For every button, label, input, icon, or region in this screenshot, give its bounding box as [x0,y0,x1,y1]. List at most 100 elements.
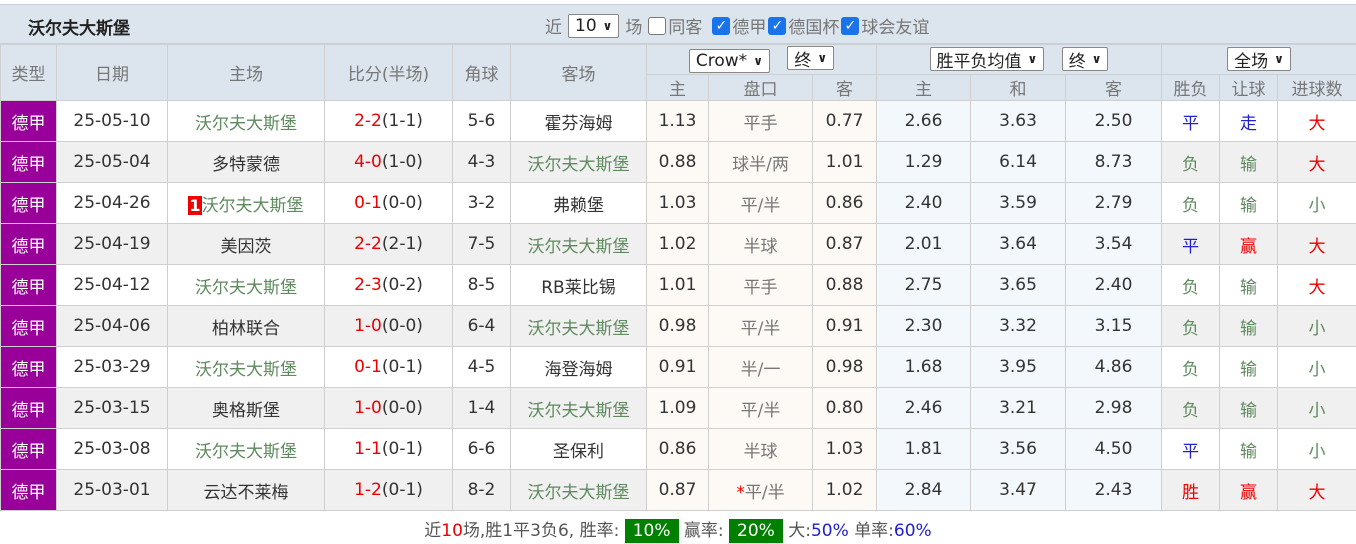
away-team-cell[interactable]: 霍芬海姆 [510,100,647,142]
result-wl: 负 [1161,182,1220,224]
comp-label: 德甲 [732,18,767,38]
chevron-down-icon: ∨ [1027,52,1038,67]
table-row[interactable]: 德甲 25-04-26 1沃尔夫大斯堡 0-1(0-0) 3-2 弗赖堡 1.03 平/半 0.… [0,182,1356,224]
result-goals: 大 [1276,264,1356,306]
recent-count-select[interactable]: 10 ∨ [568,13,620,38]
table-row[interactable]: 德甲 25-03-08 沃尔夫大斯堡 1-1(0-1) 6-6 圣保利 0.86 半球 1.03… [0,428,1356,470]
home-team-cell[interactable]: 柏林联合 [167,305,325,347]
home-team-cell[interactable]: 奥格斯堡 [167,387,325,429]
comp-checkbox-dfb-pokal[interactable]: ✓ [768,16,787,35]
col-eu-home: 主 [876,74,971,101]
table-row[interactable]: 德甲 25-03-15 奥格斯堡 1-0(0-0) 1-4 沃尔夫大斯堡 1.09 平/半 0.… [0,387,1356,429]
title-bar: 沃尔夫大斯堡 近 10 ∨ 场 同客 ✓ 德甲 ✓ 德国杯 ✓ 球会友谊 [0,4,1356,44]
col-eu-away: 客 [1065,74,1162,101]
league-cell: 德甲 [0,387,57,429]
home-team-cell[interactable]: 多特蒙德 [167,141,325,183]
ah-away-odds: 0.80 [812,387,877,429]
home-team-cell[interactable]: 沃尔夫大斯堡 [167,428,325,470]
home-team-cell[interactable]: 1沃尔夫大斯堡 [167,182,325,224]
league-cell: 德甲 [0,305,57,347]
col-goals: 进球数 [1276,74,1356,101]
ah-time-select[interactable]: 终 ∨ [787,46,835,71]
eu-home-odds: 2.75 [876,264,971,306]
away-team: 海登海姆 [544,359,613,380]
table-row[interactable]: 德甲 25-04-12 沃尔夫大斯堡 2-3(0-2) 8-5 RB莱比锡 1.01 平手 0.… [0,264,1356,306]
col-type: 类型 [0,44,57,101]
date-cell: 25-03-29 [56,346,168,388]
odd-rate: 60% [893,521,932,541]
home-team-cell[interactable]: 沃尔夫大斯堡 [167,100,325,142]
home-team-cell[interactable]: 云达不莱梅 [167,469,325,511]
ah-line-cell: 平/半 [708,182,813,224]
eu-draw-odds: 3.95 [970,346,1066,388]
score-cell: 1-0(0-0) [324,305,453,347]
full-score: 4-0 [354,152,382,172]
result-goals: 小 [1276,428,1356,470]
ah-line-cell: 平手 [708,100,813,142]
eu-home-odds: 1.29 [876,141,971,183]
eu-away-odds: 4.50 [1065,428,1162,470]
home-team-cell[interactable]: 沃尔夫大斯堡 [167,346,325,388]
eu-home-odds: 2.46 [876,387,971,429]
table-row[interactable]: 德甲 25-04-06 柏林联合 1-0(0-0) 6-4 沃尔夫大斯堡 0.98 平/半 0.… [0,305,1356,347]
ah-home-odds: 1.13 [646,100,709,142]
score-cell: 1-0(0-0) [324,387,453,429]
eu-type-select[interactable]: 胜平负均值 ∨ [929,47,1045,72]
away-team-cell[interactable]: RB莱比锡 [510,264,647,306]
away-team-cell[interactable]: 沃尔夫大斯堡 [510,469,647,511]
half-score: (1-1) [381,111,423,131]
away-team: 霍芬海姆 [544,113,613,134]
ah-line-cell: 半球 [708,428,813,470]
same-home-checkbox[interactable] [648,16,667,35]
result-wl: 负 [1161,141,1220,183]
ah-away-odds: 1.01 [812,141,877,183]
ah-line-cell: 球半/两 [708,141,813,183]
comp-checkbox-friendly[interactable]: ✓ [841,16,860,35]
full-score: 1-2 [354,480,382,500]
eu-time-select[interactable]: 终 ∨ [1061,47,1109,72]
ah-line: 平/半 [740,400,781,421]
scope-select[interactable]: 全场 ∨ [1227,47,1291,72]
away-team-cell[interactable]: 海登海姆 [510,346,647,388]
home-team: 奥格斯堡 [212,400,280,421]
table-row[interactable]: 德甲 25-03-01 云达不莱梅 1-2(0-1) 8-2 沃尔夫大斯堡 0.87 *平/半… [0,469,1356,511]
col-wl: 胜负 [1161,74,1220,101]
eu-draw-odds: 3.65 [970,264,1066,306]
full-score: 0-1 [354,357,382,377]
away-team-cell[interactable]: 沃尔夫大斯堡 [510,387,647,429]
comp-label: 球会友谊 [861,18,930,38]
result-handicap: 输 [1219,141,1278,183]
ah-company-select[interactable]: Crow* ∨ [688,48,770,73]
corner-cell: 8-2 [452,469,511,511]
col-date: 日期 [56,44,168,101]
away-team-cell[interactable]: 沃尔夫大斯堡 [510,223,647,265]
away-team-cell[interactable]: 沃尔夫大斯堡 [510,305,647,347]
home-team-cell[interactable]: 沃尔夫大斯堡 [167,264,325,306]
date-cell: 25-03-15 [56,387,168,429]
away-team-cell[interactable]: 沃尔夫大斯堡 [510,141,647,183]
ah-home-odds: 1.09 [646,387,709,429]
ah-line: 半球 [743,236,778,257]
full-score: 1-1 [354,439,382,459]
result-goals: 大 [1276,100,1356,142]
result-handicap: 输 [1219,305,1278,347]
table-row[interactable]: 德甲 25-05-10 沃尔夫大斯堡 2-2(1-1) 5-6 霍芬海姆 1.13 平手 0.7… [0,100,1356,142]
home-team-cell[interactable]: 美因茨 [167,223,325,265]
result-goals: 小 [1276,346,1356,388]
ah-home-odds: 0.86 [646,428,709,470]
league-cell: 德甲 [0,182,57,224]
ah-line-cell: 平手 [708,264,813,306]
ah-time-value: 终 [794,50,812,71]
comp-checkbox-bundesliga[interactable]: ✓ [712,16,731,35]
half-score: (0-0) [381,193,423,213]
away-team-cell[interactable]: 弗赖堡 [510,182,647,224]
ah-home-odds: 0.88 [646,141,709,183]
league-cell: 德甲 [0,346,57,388]
eu-away-odds: 2.40 [1065,264,1162,306]
table-row[interactable]: 德甲 25-05-04 多特蒙德 4-0(1-0) 4-3 沃尔夫大斯堡 0.88 球半/两 1… [0,141,1356,183]
table-row[interactable]: 德甲 25-04-19 美因茨 2-2(2-1) 7-5 沃尔夫大斯堡 1.02 半球 0.87… [0,223,1356,265]
away-team-cell[interactable]: 圣保利 [510,428,647,470]
chevron-down-icon: ∨ [753,53,763,68]
table-row[interactable]: 德甲 25-03-29 沃尔夫大斯堡 0-1(0-1) 4-5 海登海姆 0.91 半/一 0.… [0,346,1356,388]
ah-selectors: Crow* ∨ 终 ∨ [646,44,877,75]
